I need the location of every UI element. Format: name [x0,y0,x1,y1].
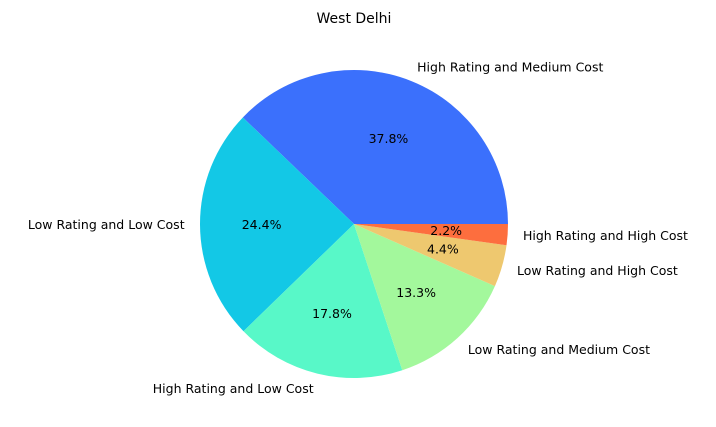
slice-high-rating-and-medium-cost [242,69,508,224]
slice-low-rating-and-medium-cost [354,224,495,371]
category-label-high-rating-and-low-cost: High Rating and Low Cost [153,381,314,396]
pie-labels: 37.8% High Rating and Medium Cost 24.4% Low… [28,59,688,396]
category-label-low-rating-and-low-cost: Low Rating and Low Cost [28,217,185,232]
slice-high-rating-and-low-cost [243,224,403,378]
chart-title: West Delhi [317,11,392,27]
slice-high-rating-and-high-cost [354,224,508,246]
category-label-low-rating-and-high-cost: Low Rating and High Cost [517,263,678,278]
percent-label-high-rating-and-medium-cost: 37.8% [369,131,409,146]
percent-label-high-rating-and-high-cost: 2.2% [430,223,462,238]
category-label-high-rating-and-medium-cost: High Rating and Medium Cost [417,59,603,74]
slice-low-rating-and-low-cost [200,117,354,332]
pie-slices [200,69,508,378]
category-label-high-rating-and-high-cost: High Rating and High Cost [523,228,688,243]
percent-label-low-rating-and-low-cost: 24.4% [242,217,282,232]
slice-low-rating-and-high-cost [354,224,507,287]
category-label-low-rating-and-medium-cost: Low Rating and Medium Cost [468,342,650,357]
percent-label-low-rating-and-high-cost: 4.4% [427,242,459,257]
percent-label-low-rating-and-medium-cost: 13.3% [396,285,436,300]
percent-label-high-rating-and-low-cost: 17.8% [312,306,352,321]
